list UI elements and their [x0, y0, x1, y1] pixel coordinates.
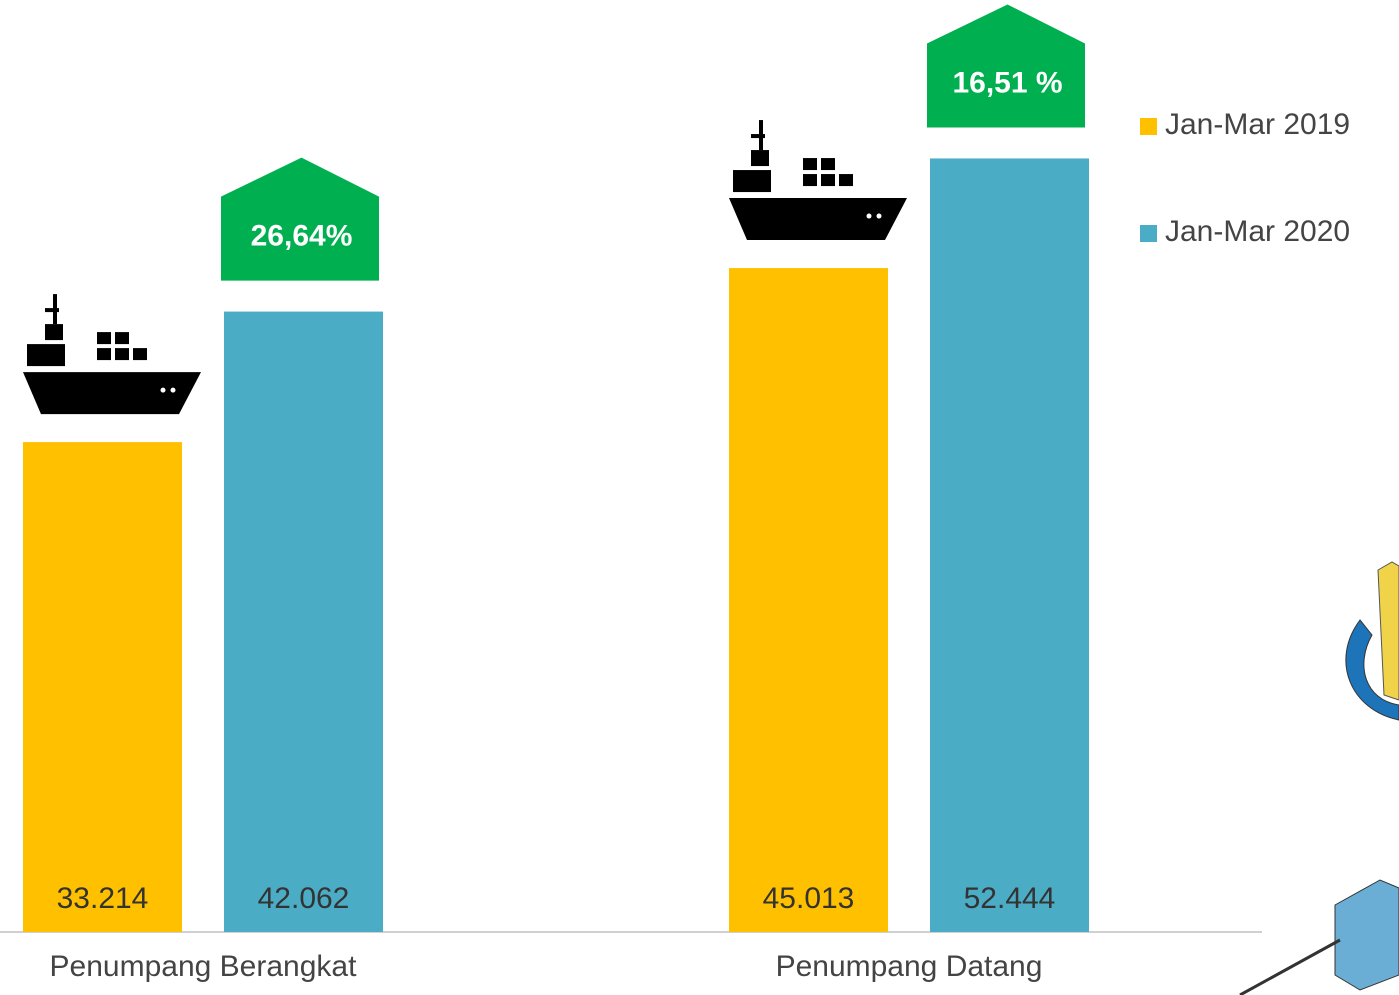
legend-label: Jan-Mar 2019: [1165, 108, 1350, 141]
legend-swatch: [1140, 225, 1157, 242]
data-label: 52.444: [964, 882, 1056, 915]
bar: [729, 268, 888, 933]
data-label: 42.062: [258, 882, 350, 915]
ship-icon: [729, 120, 907, 241]
legend-label: Jan-Mar 2020: [1165, 215, 1350, 248]
bar: [23, 442, 182, 932]
decoration: [1239, 561, 1399, 995]
bar: [930, 158, 1089, 933]
ship-icon: [23, 294, 201, 415]
x-tick-label: Penumpang Datang: [776, 950, 1043, 983]
bar: [224, 311, 383, 932]
data-label: 33.214: [57, 882, 149, 915]
change-label: 26,64%: [251, 220, 353, 253]
legend-swatch: [1140, 118, 1157, 135]
change-badge: [927, 4, 1085, 128]
x-tick-label: Penumpang Berangkat: [50, 950, 358, 983]
change-badge: [221, 157, 379, 281]
change-label: 16,51 %: [952, 66, 1062, 99]
data-label: 45.013: [763, 882, 855, 915]
